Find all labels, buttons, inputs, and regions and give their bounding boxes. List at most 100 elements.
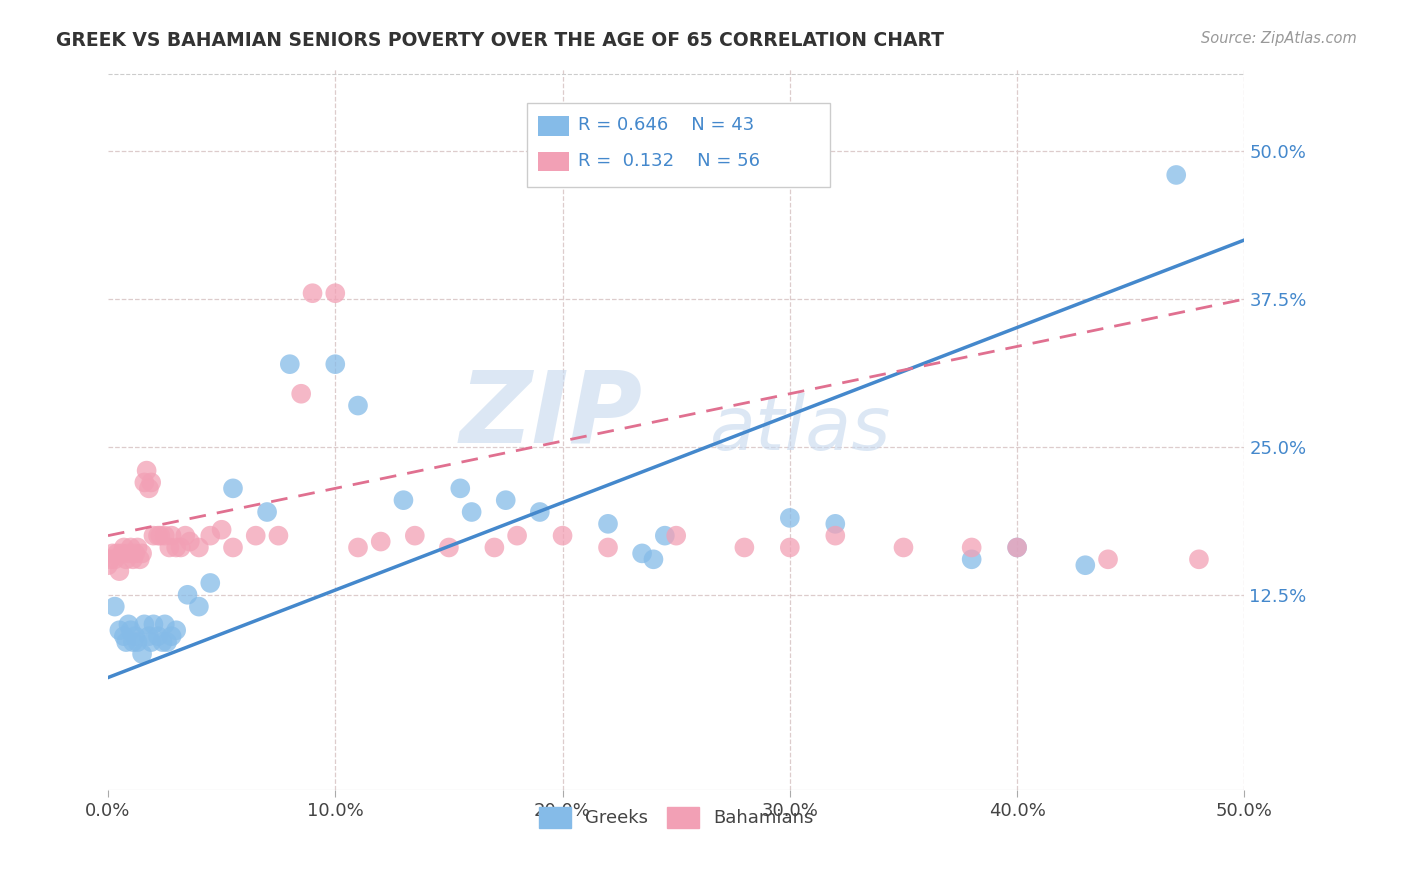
Point — [290, 386, 312, 401]
Point — [506, 529, 529, 543]
Point — [138, 629, 160, 643]
Point — [529, 505, 551, 519]
Point — [222, 541, 245, 555]
Point — [134, 617, 156, 632]
Point — [437, 541, 460, 555]
Point — [596, 541, 619, 555]
Point — [120, 624, 142, 638]
Point — [460, 505, 482, 519]
Point — [323, 357, 346, 371]
Point — [135, 464, 157, 478]
Point — [779, 541, 801, 555]
Point — [733, 541, 755, 555]
Point — [631, 546, 654, 560]
Point — [179, 534, 201, 549]
Point — [146, 529, 169, 543]
Point — [131, 546, 153, 560]
Point — [105, 546, 128, 560]
Point — [112, 629, 135, 643]
Point — [824, 529, 846, 543]
Point — [404, 529, 426, 543]
Point — [104, 552, 127, 566]
Point — [370, 534, 392, 549]
Point — [141, 475, 163, 490]
Point — [112, 541, 135, 555]
Point — [146, 629, 169, 643]
Point — [1188, 552, 1211, 566]
Point — [117, 617, 139, 632]
Text: GREEK VS BAHAMIAN SENIORS POVERTY OVER THE AGE OF 65 CORRELATION CHART: GREEK VS BAHAMIAN SENIORS POVERTY OVER T… — [56, 31, 945, 50]
Point — [108, 624, 131, 638]
Point — [152, 635, 174, 649]
Point — [1074, 558, 1097, 573]
Text: R =  0.132    N = 56: R = 0.132 N = 56 — [578, 152, 759, 169]
Point — [301, 286, 323, 301]
Point — [160, 629, 183, 643]
Point — [149, 529, 172, 543]
Point — [551, 529, 574, 543]
Point — [142, 617, 165, 632]
Text: ZIP: ZIP — [460, 367, 643, 463]
Point — [347, 399, 370, 413]
Point — [323, 286, 346, 301]
Point — [960, 552, 983, 566]
Point — [779, 511, 801, 525]
Point — [131, 647, 153, 661]
Point — [824, 516, 846, 531]
Point — [665, 529, 688, 543]
Point — [124, 546, 146, 560]
Point — [108, 564, 131, 578]
Point — [98, 552, 121, 566]
Point — [267, 529, 290, 543]
Point — [256, 505, 278, 519]
Point — [160, 529, 183, 543]
Point — [176, 588, 198, 602]
Point — [187, 541, 209, 555]
Point — [111, 546, 134, 560]
Point — [596, 516, 619, 531]
Point — [495, 493, 517, 508]
Point — [128, 552, 150, 566]
Point — [120, 541, 142, 555]
Point — [101, 546, 124, 560]
Point — [104, 599, 127, 614]
Point — [115, 552, 138, 566]
Point — [153, 617, 176, 632]
Point — [960, 541, 983, 555]
Point — [1005, 541, 1028, 555]
Point — [97, 558, 120, 573]
Point — [170, 541, 193, 555]
Point — [165, 624, 187, 638]
Point — [156, 635, 179, 649]
Point — [127, 635, 149, 649]
Point — [643, 552, 665, 566]
Point — [153, 529, 176, 543]
Point — [1005, 541, 1028, 555]
Point — [200, 529, 222, 543]
Text: R = 0.646    N = 43: R = 0.646 N = 43 — [578, 116, 754, 134]
Point — [142, 529, 165, 543]
Point — [122, 635, 145, 649]
Point — [174, 529, 197, 543]
Point — [484, 541, 506, 555]
Point — [187, 599, 209, 614]
Point — [222, 481, 245, 495]
Point — [117, 546, 139, 560]
Point — [245, 529, 267, 543]
Point — [122, 552, 145, 566]
Point — [124, 629, 146, 643]
Point — [1097, 552, 1119, 566]
Text: Source: ZipAtlas.com: Source: ZipAtlas.com — [1201, 31, 1357, 46]
Point — [200, 576, 222, 591]
Point — [127, 541, 149, 555]
Point — [138, 481, 160, 495]
Point — [211, 523, 233, 537]
Point — [141, 635, 163, 649]
Point — [115, 635, 138, 649]
Point — [893, 541, 915, 555]
Point — [347, 541, 370, 555]
Point — [165, 541, 187, 555]
Legend: Greeks, Bahamians: Greeks, Bahamians — [531, 800, 821, 835]
Text: atlas: atlas — [710, 393, 891, 466]
Point — [134, 475, 156, 490]
